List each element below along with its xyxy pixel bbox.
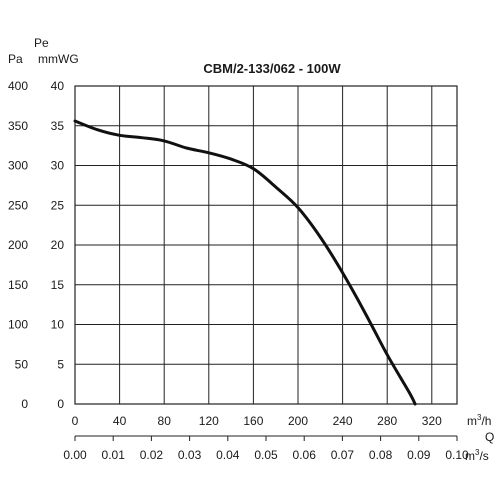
x-tick-label-m3h: 0 — [72, 414, 79, 428]
grid-layer — [75, 86, 457, 404]
y-tick-label-mmwg: 35 — [51, 119, 65, 133]
y-tick-label-pa: 100 — [8, 318, 28, 332]
secondary-axis-ticks: 0.00 0.01 0.02 0.03 0.04 0.05 0.06 0.07 0.08 0.09… — [63, 436, 469, 462]
y-tick-label-mmwg: 25 — [51, 198, 65, 212]
y-tick-label-mmwg: 30 — [51, 159, 65, 173]
x-axis-primary-unit: m3/h — [467, 413, 491, 428]
x-tick-label-m3h: 120 — [199, 414, 219, 428]
x-unit-base: m — [467, 414, 477, 428]
x-unit-exp: 3 — [477, 413, 482, 422]
x-tick-label-m3s: 0.10 — [445, 448, 469, 462]
x-tick-label-m3h: 320 — [422, 414, 442, 428]
x2-unit-exp: 3 — [475, 448, 480, 457]
x-tick-label-m3s: 0.05 — [254, 448, 278, 462]
y-tick-label-pa: 0 — [21, 397, 28, 411]
y-tick-label-pa: 200 — [8, 238, 28, 252]
x-tick-label-m3s: 0.07 — [331, 448, 355, 462]
x-tick-label-m3s: 0.00 — [63, 448, 87, 462]
x2-unit-tail: /s — [479, 449, 488, 463]
x-tick-label-m3h: 240 — [333, 414, 353, 428]
x-tick-label-m3h: 160 — [243, 414, 263, 428]
y-tick-label-pa: 50 — [15, 357, 29, 371]
x-unit-tail: /h — [481, 414, 491, 428]
y-axis-right-label-top: Pe — [34, 36, 49, 50]
x-axis-secondary-unit: m3/s — [465, 448, 489, 463]
x-axis-secondary-label: Q — [485, 430, 494, 444]
x-tick-label-m3s: 0.09 — [407, 448, 431, 462]
y-tick-label-mmwg: 15 — [51, 278, 65, 292]
y-tick-label-pa: 300 — [8, 159, 28, 173]
y-tick-label-mmwg: 0 — [57, 397, 64, 411]
x-tick-label-m3s: 0.06 — [293, 448, 317, 462]
y-axis-left-label: Pa — [8, 52, 23, 66]
x-tick-label-m3h: 80 — [158, 414, 172, 428]
x-tick-label-m3h: 280 — [377, 414, 397, 428]
x-tick-label-m3s: 0.04 — [216, 448, 240, 462]
y-tick-label-pa: 350 — [8, 119, 28, 133]
x-tick-labels: 0 40 80 120 160 200 240 280 320 — [72, 414, 442, 428]
y-axis-right-label: mmWG — [38, 52, 79, 66]
y-tick-label-mmwg: 40 — [51, 79, 65, 93]
plot-frame — [74, 85, 458, 405]
y-tick-label-mmwg: 10 — [51, 318, 65, 332]
x2-unit-base: m — [465, 449, 475, 463]
y-tick-label-mmwg: 5 — [57, 357, 64, 371]
chart-title: CBM/2-133/062 - 100W — [203, 61, 341, 76]
x-tick-label-m3h: 200 — [288, 414, 308, 428]
x-tick-label-m3s: 0.03 — [178, 448, 202, 462]
x-tick-label-m3h: 40 — [113, 414, 127, 428]
x-tick-label-m3s: 0.02 — [140, 448, 164, 462]
y-tick-label-mmwg: 20 — [51, 238, 65, 252]
y-tick-label-pa: 150 — [8, 278, 28, 292]
x-tick-label-m3s: 0.01 — [102, 448, 126, 462]
fan-curve-line — [73, 119, 417, 406]
y-tick-label-pa: 400 — [8, 79, 28, 93]
y-tick-label-pa: 250 — [8, 198, 28, 212]
x-tick-label-m3s: 0.08 — [369, 448, 393, 462]
